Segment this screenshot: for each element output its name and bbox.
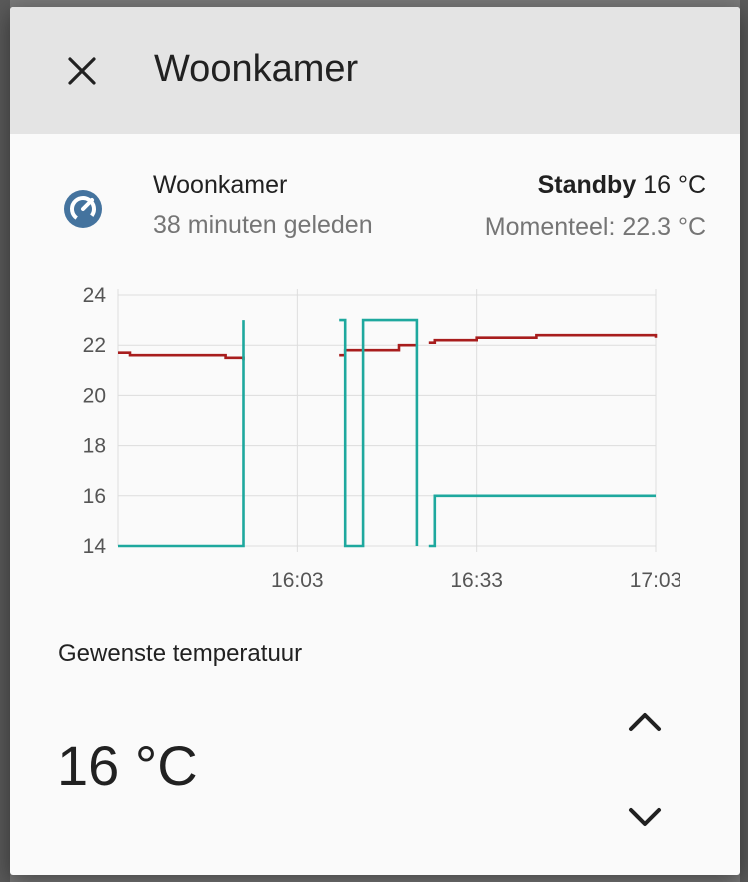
close-icon [68,57,96,85]
x-tick-label: 17:03 [630,569,680,592]
dialog-header: Woonkamer [10,7,740,134]
series-0-line-segment [428,333,658,344]
history-chart: 24 22 20 18 16 14 16:03 16:33 17:03 [83,284,680,592]
y-tick-label: 18 [83,435,106,458]
state-label: Standby [537,171,637,199]
x-tick-label: 16:33 [450,569,503,592]
entity-state: Standby 16 °C [538,171,706,200]
background-strip [740,0,748,882]
series-1-line-segment [118,320,245,548]
y-tick-label: 14 [83,535,107,558]
y-tick-label: 24 [83,284,107,307]
more-info-dialog: Woonkamer Woonkamer 38 minuten geleden S… [10,7,740,875]
state-value: 16 °C [643,171,706,199]
chevron-down-icon [629,808,661,826]
series-0-line-segment [118,351,245,361]
entity-name: Woonkamer [153,171,288,199]
dialog-title: Woonkamer [154,48,359,90]
y-tick-label: 16 [83,485,106,508]
x-tick-label: 16:03 [271,569,324,592]
background-strip [0,0,10,882]
current-temperature: Momenteel: 22.3 °C [484,213,706,241]
y-tick-label: 20 [83,384,106,407]
y-tick-label: 22 [83,334,106,357]
target-temperature-label: Gewenste temperatuur [58,640,303,667]
series-1-line-segment [428,494,656,548]
close-button[interactable] [62,51,102,91]
series-0-line-segment [339,343,417,357]
last-changed: 38 minuten geleden [153,211,373,239]
target-temperature-value: 16 °C [57,734,198,797]
decrease-temperature-button[interactable] [620,792,670,842]
thermostat-icon [62,188,104,230]
increase-temperature-button[interactable] [620,697,670,747]
chevron-up-icon [629,713,661,731]
series-1-line-segment [339,318,419,548]
